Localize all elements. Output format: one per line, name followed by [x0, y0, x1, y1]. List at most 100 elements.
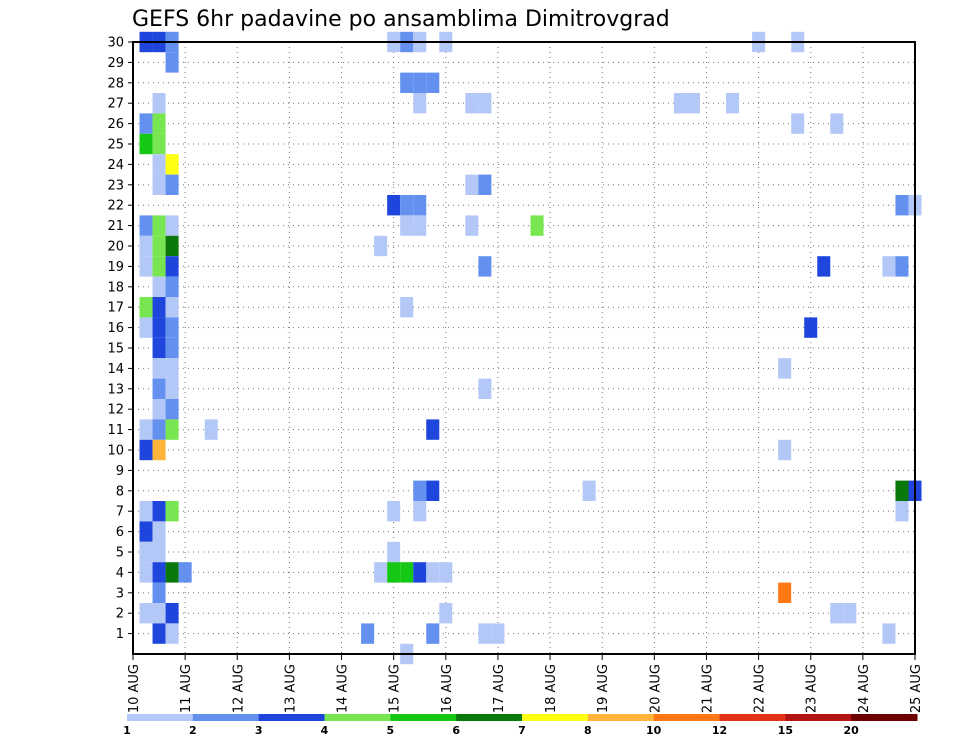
x-tick-label: 12 AUG — [231, 664, 246, 713]
y-tick-label: 5 — [116, 546, 124, 561]
precip-cell — [152, 521, 166, 542]
precip-cell — [139, 317, 153, 338]
precip-cell — [413, 480, 427, 501]
precip-cell — [139, 133, 153, 155]
colorbar-segment — [653, 714, 720, 721]
precip-cell — [895, 501, 909, 522]
precip-cell — [778, 439, 792, 461]
precip-cell — [139, 541, 153, 563]
colorbar-segment — [324, 714, 391, 721]
precip-cell — [465, 215, 479, 236]
precip-cell — [139, 215, 153, 236]
precip-cell — [165, 174, 179, 195]
precip-cell — [152, 256, 166, 277]
x-tick-label: 20 AUG — [648, 664, 663, 713]
precip-cell — [152, 317, 166, 338]
precip-cell — [139, 113, 153, 134]
precip-cell — [139, 521, 153, 542]
colorbar-segment — [390, 714, 457, 721]
precip-cell — [152, 113, 166, 134]
precip-cell — [387, 562, 401, 583]
precip-cell — [895, 256, 909, 277]
x-tick-label: 16 AUG — [440, 664, 455, 713]
precip-cell — [139, 562, 153, 583]
precip-cell — [204, 419, 218, 440]
colorbar-segment — [851, 714, 918, 721]
precip-cell — [165, 623, 179, 644]
y-tick-label: 22 — [107, 199, 124, 214]
precip-cell — [165, 52, 179, 73]
x-tick-label: 18 AUG — [544, 664, 559, 713]
precip-cell — [165, 399, 179, 420]
precip-cell — [152, 93, 166, 114]
x-tick-label: 22 AUG — [753, 664, 768, 713]
y-tick-label: 17 — [107, 301, 124, 316]
precip-cell — [830, 603, 844, 624]
precip-cell — [791, 113, 805, 134]
colorbar-segment — [522, 714, 589, 721]
y-tick-label: 30 — [107, 36, 124, 51]
x-tick-label: 10 AUG — [127, 664, 142, 713]
precip-cell — [139, 501, 153, 522]
precip-cell — [413, 195, 427, 216]
precip-cell — [152, 582, 166, 603]
precip-cell — [165, 419, 179, 440]
precip-cell — [152, 235, 166, 257]
colorbar-label: 6 — [452, 724, 460, 737]
y-tick-label: 2 — [116, 607, 124, 622]
y-tick-label: 8 — [116, 484, 124, 499]
colorbar-segment — [456, 714, 523, 721]
precip-cell — [673, 93, 687, 114]
precip-cell — [387, 541, 401, 563]
y-tick-label: 21 — [107, 219, 124, 234]
precip-cell — [426, 419, 440, 440]
precip-cell — [830, 113, 844, 134]
y-tick-label: 12 — [107, 403, 124, 418]
y-tick-label: 3 — [116, 586, 124, 601]
precip-cell — [387, 195, 401, 216]
y-tick-label: 20 — [107, 240, 124, 255]
precip-cell — [165, 235, 179, 257]
y-tick-label: 16 — [107, 321, 124, 336]
x-tick-label: 11 AUG — [179, 664, 194, 713]
y-tick-label: 9 — [116, 464, 124, 479]
precip-cell — [478, 93, 492, 114]
precip-cell — [165, 317, 179, 338]
precip-cell — [387, 501, 401, 522]
precip-cell — [165, 337, 179, 359]
precip-cell — [152, 419, 166, 440]
precip-cell — [361, 623, 375, 644]
precip-cell — [374, 235, 388, 257]
cells-layer — [139, 31, 922, 665]
precip-cell — [152, 439, 166, 461]
precip-cell — [413, 93, 427, 114]
colorbar-label: 20 — [844, 724, 860, 737]
precip-cell — [152, 501, 166, 522]
precip-cell — [139, 603, 153, 624]
precip-cell — [152, 541, 166, 563]
y-tick-label: 14 — [107, 362, 124, 377]
colorbar-label: 2 — [189, 724, 197, 737]
precip-cell — [478, 174, 492, 195]
precip-cell — [165, 276, 179, 297]
colorbar-label: 3 — [255, 724, 263, 737]
y-tick-label: 27 — [107, 97, 124, 112]
precip-cell — [726, 93, 740, 114]
precip-cell — [165, 358, 179, 379]
y-tick-label: 24 — [107, 158, 124, 173]
y-tick-label: 4 — [116, 566, 124, 581]
colorbar-label: 1 — [123, 724, 131, 737]
y-tick-label: 13 — [107, 382, 124, 397]
colorbar-label: 10 — [646, 724, 662, 737]
x-tick-label: 24 AUG — [857, 664, 872, 713]
y-tick-label: 19 — [107, 260, 124, 275]
precip-cell — [152, 297, 166, 318]
x-tick-label: 15 AUG — [388, 664, 403, 713]
precip-cell — [465, 174, 479, 195]
precip-cell — [139, 256, 153, 277]
precip-cell — [139, 297, 153, 318]
precip-cell — [152, 276, 166, 297]
precip-cell — [152, 215, 166, 236]
